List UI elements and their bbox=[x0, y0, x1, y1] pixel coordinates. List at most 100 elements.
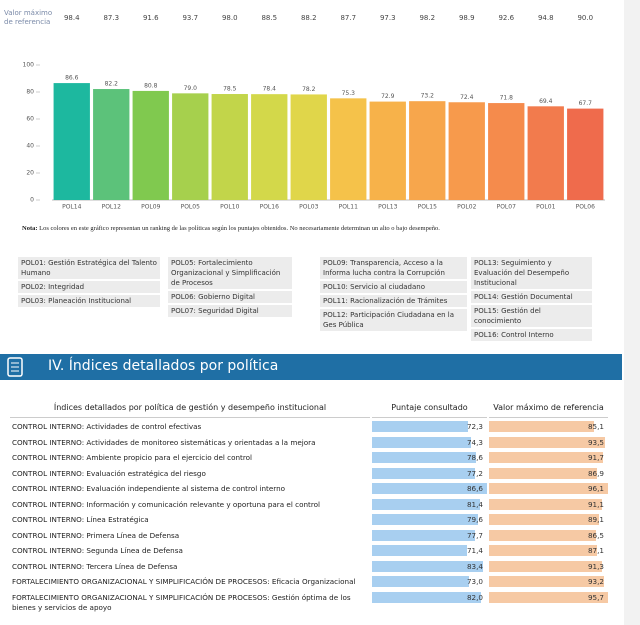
max-bar bbox=[489, 498, 602, 510]
y-tick-label: 40 bbox=[26, 143, 34, 150]
bar bbox=[53, 83, 90, 200]
table-header: Índices detallados por política de gesti… bbox=[10, 399, 370, 418]
value-label: 78.2 bbox=[302, 86, 316, 93]
bar bbox=[251, 94, 288, 200]
bar bbox=[330, 98, 367, 200]
reference-value: 98.2 bbox=[419, 14, 436, 22]
score-label: 78,6 bbox=[466, 453, 483, 462]
bar bbox=[172, 93, 209, 200]
row-name: CONTROL INTERNO: Primera Línea de Defens… bbox=[12, 530, 180, 540]
y-tick-label: 20 bbox=[26, 170, 34, 177]
score-label: 73,0 bbox=[466, 577, 483, 586]
max-bar bbox=[489, 560, 603, 572]
row-name: CONTROL INTERNO: Ambiente propicio para … bbox=[12, 453, 253, 462]
reference-value: 88.5 bbox=[261, 14, 278, 22]
legend-column: POL01: Gestión Estratégica del Talento H… bbox=[18, 257, 160, 307]
row-name: CONTROL INTERNO: Evaluación estratégica … bbox=[12, 468, 206, 478]
reference-label: Valor máximo de referencia bbox=[4, 9, 53, 26]
x-tick-label: POL12 bbox=[102, 204, 122, 211]
y-tick-label: 80 bbox=[26, 89, 34, 96]
legend-column: POL05: Fortalecimiento Organizacional y … bbox=[168, 257, 292, 317]
score-label: 83,4 bbox=[466, 561, 483, 571]
row-name: CONTROL INTERNO: Tercera Línea de Defens… bbox=[12, 561, 178, 571]
score-label: 82,0 bbox=[466, 592, 483, 602]
legend-item: POL02: Integridad bbox=[18, 281, 160, 293]
legend-item: POL12: Participación Ciudadana en la Ges… bbox=[320, 309, 467, 331]
x-tick-label: POL05 bbox=[181, 204, 201, 211]
max-label: 86,5 bbox=[587, 530, 604, 540]
row-name: CONTROL INTERNO: Evaluación independient… bbox=[12, 484, 286, 493]
legend-item: POL11: Racionalización de Trámites bbox=[320, 295, 467, 307]
score-bar bbox=[372, 514, 478, 525]
score-label: 72,3 bbox=[466, 422, 483, 431]
value-label: 72.9 bbox=[381, 93, 395, 100]
bar bbox=[409, 101, 446, 200]
y-tick-label: 100 bbox=[23, 62, 35, 69]
score-bar bbox=[372, 483, 487, 494]
legend-item: POL14: Gestión Documental bbox=[471, 291, 592, 303]
x-tick-label: POL02 bbox=[457, 204, 477, 211]
max-label: 91,7 bbox=[587, 453, 604, 462]
reference-value: 98.9 bbox=[458, 14, 475, 22]
bar bbox=[567, 108, 604, 200]
bar bbox=[488, 103, 525, 200]
score-label: 77,7 bbox=[466, 530, 483, 540]
note-text: Los colores en este gráfico representan … bbox=[39, 225, 440, 232]
bar bbox=[132, 90, 169, 200]
bar-chart: 0 20 40 60 80 100 POL14 86.6 POL12 82.2 POL09 80.8 P… bbox=[23, 62, 605, 211]
max-bar bbox=[489, 576, 605, 587]
row-name: FORTALECIMIENTO ORGANIZACIONAL Y SIMPLIF… bbox=[12, 592, 351, 612]
max-label: 95,7 bbox=[587, 592, 604, 602]
value-label: 82.2 bbox=[105, 81, 119, 88]
score-bar bbox=[372, 529, 476, 541]
score-label: 74,3 bbox=[466, 437, 483, 447]
x-tick-label: POL16 bbox=[260, 204, 280, 211]
note-label: Nota: bbox=[22, 225, 38, 232]
score-label: 86,6 bbox=[466, 484, 483, 493]
row-name: CONTROL INTERNO: Actividades de control … bbox=[12, 422, 202, 431]
legend-item: POL01: Gestión Estratégica del Talento H… bbox=[18, 257, 160, 279]
reference-value: 94.8 bbox=[537, 14, 554, 22]
max-bar bbox=[489, 436, 605, 448]
x-tick-label: POL09 bbox=[141, 204, 161, 211]
row-name: CONTROL INTERNO: Actividades de monitore… bbox=[12, 437, 316, 447]
max-label: 85,1 bbox=[587, 422, 604, 431]
legend-item: POL13: Seguimiento y Evaluación del Dese… bbox=[471, 257, 592, 289]
legend-item: POL09: Transparencia, Acceso a la Inform… bbox=[320, 257, 467, 279]
score-bar bbox=[372, 436, 471, 448]
max-label: 93,5 bbox=[587, 437, 604, 447]
reference-value: 98.0 bbox=[221, 14, 238, 22]
score-bar bbox=[372, 576, 469, 587]
x-tick-label: POL01 bbox=[536, 204, 556, 211]
max-bar bbox=[489, 529, 597, 541]
row-name: FORTALECIMIENTO ORGANIZACIONAL Y SIMPLIF… bbox=[12, 577, 356, 586]
y-tick-label: 0 bbox=[30, 197, 34, 204]
legend-item: POL15: Gestión del conocimiento bbox=[471, 305, 592, 327]
legend-column: POL13: Seguimiento y Evaluación del Dese… bbox=[471, 257, 592, 341]
reference-value: 87.7 bbox=[340, 14, 357, 22]
x-tick-label: POL15 bbox=[418, 204, 438, 211]
legend-item: POL16: Control Interno bbox=[471, 329, 592, 341]
score-bar bbox=[372, 452, 477, 463]
max-bar bbox=[489, 421, 595, 432]
x-tick-label: POL11 bbox=[339, 204, 359, 211]
max-label: 91,3 bbox=[587, 561, 604, 571]
value-label: 80.8 bbox=[144, 82, 158, 89]
x-tick-label: POL13 bbox=[378, 204, 398, 211]
reference-value: 97.3 bbox=[379, 14, 396, 22]
max-bar bbox=[489, 452, 603, 463]
section-icon bbox=[7, 357, 23, 377]
value-label: 75.3 bbox=[342, 90, 356, 97]
reference-value: 87.3 bbox=[103, 14, 120, 22]
value-label: 86.6 bbox=[65, 75, 79, 82]
max-label: 86,9 bbox=[587, 468, 604, 478]
score-label: 71,4 bbox=[466, 546, 483, 555]
score-bar bbox=[372, 591, 481, 603]
legend-column: POL09: Transparencia, Acceso a la Inform… bbox=[320, 257, 467, 331]
value-label: 73.2 bbox=[421, 93, 435, 100]
value-label: 79.0 bbox=[184, 85, 198, 92]
bar bbox=[211, 94, 248, 200]
max-label: 89,1 bbox=[587, 515, 604, 524]
legend-item: POL10: Servicio al ciudadano bbox=[320, 281, 467, 293]
